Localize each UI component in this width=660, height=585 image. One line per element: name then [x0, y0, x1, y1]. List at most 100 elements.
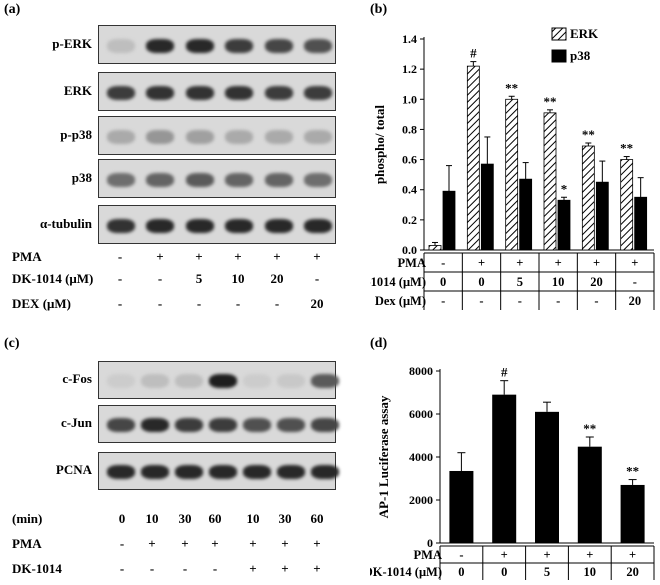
blot-band — [277, 374, 305, 388]
blot-band — [243, 465, 271, 479]
blot-band — [141, 465, 169, 479]
blot-band — [185, 38, 214, 53]
blot-label: ERK — [63, 82, 92, 98]
table-row-label: PMA — [398, 256, 426, 270]
blot-band — [304, 172, 332, 187]
blot-band — [146, 85, 175, 100]
condition-value: 60 — [208, 511, 222, 526]
condition-value: - — [117, 271, 123, 286]
blot-band — [185, 85, 214, 100]
blot-row — [98, 205, 336, 244]
bar-p38 — [595, 181, 609, 251]
condition-value: + — [313, 536, 321, 551]
condition-value: + — [281, 561, 289, 576]
bar-erk — [505, 98, 519, 251]
blot-band — [141, 418, 169, 432]
blot-band — [175, 465, 203, 479]
blot-band — [209, 374, 237, 388]
condition-value: - — [119, 536, 125, 551]
legend-swatch — [551, 49, 567, 63]
blot-band — [243, 418, 271, 432]
condition-value: - — [157, 296, 163, 311]
table-cell: - — [518, 294, 522, 308]
condition-label: DEX (μM) — [12, 296, 71, 311]
table-cell: + — [629, 548, 636, 562]
bar-p38 — [634, 196, 648, 251]
blot-label: PCNA — [55, 462, 92, 477]
condition-value: - — [274, 296, 280, 311]
condition-value: + — [211, 536, 219, 551]
condition-value: - — [196, 296, 202, 311]
blot-row — [98, 452, 339, 490]
blot-band — [185, 129, 214, 144]
bar-p38 — [480, 163, 494, 251]
condition-value: 10 — [145, 511, 159, 526]
blot-row — [98, 25, 336, 64]
table-cell: - — [556, 294, 560, 308]
blot-band — [264, 218, 293, 233]
table-cell: 0 — [440, 275, 446, 289]
condition-value: + — [313, 249, 321, 264]
legend-label: p38 — [570, 48, 591, 63]
table-cell: - — [441, 256, 445, 270]
condition-value: + — [249, 536, 257, 551]
table-cell: - — [459, 548, 463, 562]
blot-label: c-Jun — [60, 415, 92, 430]
blot-band — [225, 172, 254, 187]
significance-mark: ** — [505, 80, 518, 95]
condition-value: 0 — [118, 511, 126, 526]
blot-band — [146, 172, 175, 187]
bar — [535, 411, 559, 543]
condition-value: 10 — [231, 271, 245, 286]
blot-band — [243, 374, 271, 388]
y-tick-label: 6000 — [409, 407, 433, 421]
blot-band — [175, 418, 203, 432]
table-cell: - — [633, 275, 637, 289]
bar-p38 — [442, 190, 456, 251]
blot-band — [146, 218, 175, 233]
y-tick-label: 0 — [427, 536, 433, 550]
blot-label: α-tubulin — [39, 215, 92, 231]
significance-mark: * — [561, 181, 568, 196]
blot-band — [311, 465, 339, 479]
blot-row — [98, 405, 339, 443]
table-cell: 10 — [584, 565, 597, 579]
y-tick-label: 0.4 — [402, 183, 417, 197]
condition-label: (min) — [12, 511, 43, 526]
blot-band — [264, 172, 293, 187]
bar — [620, 484, 645, 543]
table-cell: - — [594, 294, 598, 308]
blot-band — [209, 465, 237, 479]
condition-value: + — [156, 249, 164, 264]
condition-value: + — [313, 561, 321, 576]
table-cell: + — [478, 256, 485, 270]
table-cell: 20 — [590, 275, 603, 289]
bar-p38 — [557, 199, 571, 251]
blot-band — [311, 374, 339, 388]
blot-band — [107, 374, 135, 388]
bar-erk — [428, 245, 442, 251]
condition-value: - — [182, 561, 188, 576]
table-row-label: DK-1014 (μM) — [370, 565, 442, 579]
blot-band — [141, 374, 169, 388]
blot-band — [209, 418, 237, 432]
condition-value: - — [117, 249, 123, 264]
blot-band — [304, 38, 332, 53]
table-cell: + — [586, 548, 593, 562]
blot-label: p-ERK — [52, 35, 92, 51]
condition-value: + — [195, 249, 203, 264]
condition-value: + — [281, 536, 289, 551]
condition-value: - — [314, 271, 320, 286]
condition-label: DK-1014 — [12, 561, 62, 576]
blot-band — [225, 218, 254, 233]
blot-band — [304, 85, 332, 100]
blot-band — [185, 218, 214, 233]
condition-value: - — [117, 296, 123, 311]
chart-phospho-total: 0.0 0.2 0.4 0.6 0.8 1.0 1.2 1.4 phospho/ total # *… — [370, 26, 655, 310]
significance-mark: ** — [620, 141, 633, 156]
blot-band — [185, 172, 214, 187]
blot-band — [277, 465, 305, 479]
blot-band — [107, 418, 135, 432]
table-cell: - — [441, 294, 445, 308]
